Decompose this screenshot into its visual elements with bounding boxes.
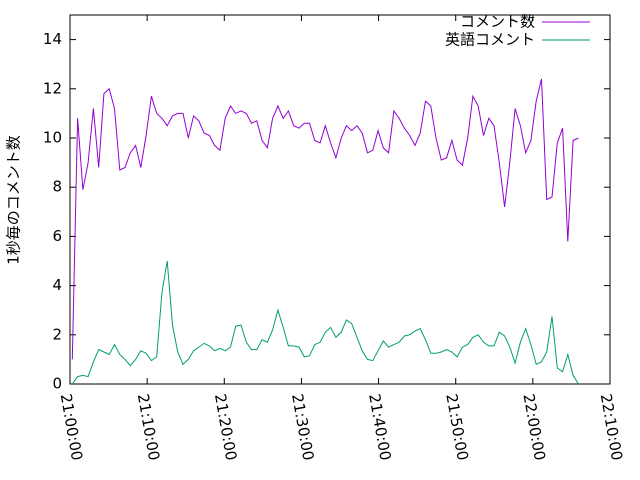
series-line xyxy=(71,78,579,360)
legend-label: 英語コメント xyxy=(445,31,535,49)
y-tick-label: 0 xyxy=(52,375,62,393)
x-tick-label: 22:00:00 xyxy=(519,392,548,461)
x-tick-label: 21:30:00 xyxy=(288,392,317,461)
x-tick-label: 21:20:00 xyxy=(211,392,240,461)
legend-label: コメント数 xyxy=(460,13,535,31)
y-tick-label: 2 xyxy=(52,325,62,343)
y-tick-label: 6 xyxy=(52,227,62,245)
x-tick-label: 21:10:00 xyxy=(134,392,163,461)
x-tick-label: 21:00:00 xyxy=(57,392,86,461)
y-tick-label: 14 xyxy=(43,30,62,48)
plot-frame xyxy=(69,14,611,385)
y-tick-label: 4 xyxy=(52,276,62,294)
y-axis-label: 1秒毎のコメント数 xyxy=(5,135,23,265)
y-tick-label: 12 xyxy=(43,79,62,97)
y-tick-label: 8 xyxy=(52,178,62,196)
x-tick-label: 22:10:00 xyxy=(597,392,626,461)
x-tick-label: 21:50:00 xyxy=(442,392,471,461)
x-tick-label: 21:40:00 xyxy=(365,392,394,461)
y-tick-label: 10 xyxy=(43,129,62,147)
series-line xyxy=(71,260,579,385)
